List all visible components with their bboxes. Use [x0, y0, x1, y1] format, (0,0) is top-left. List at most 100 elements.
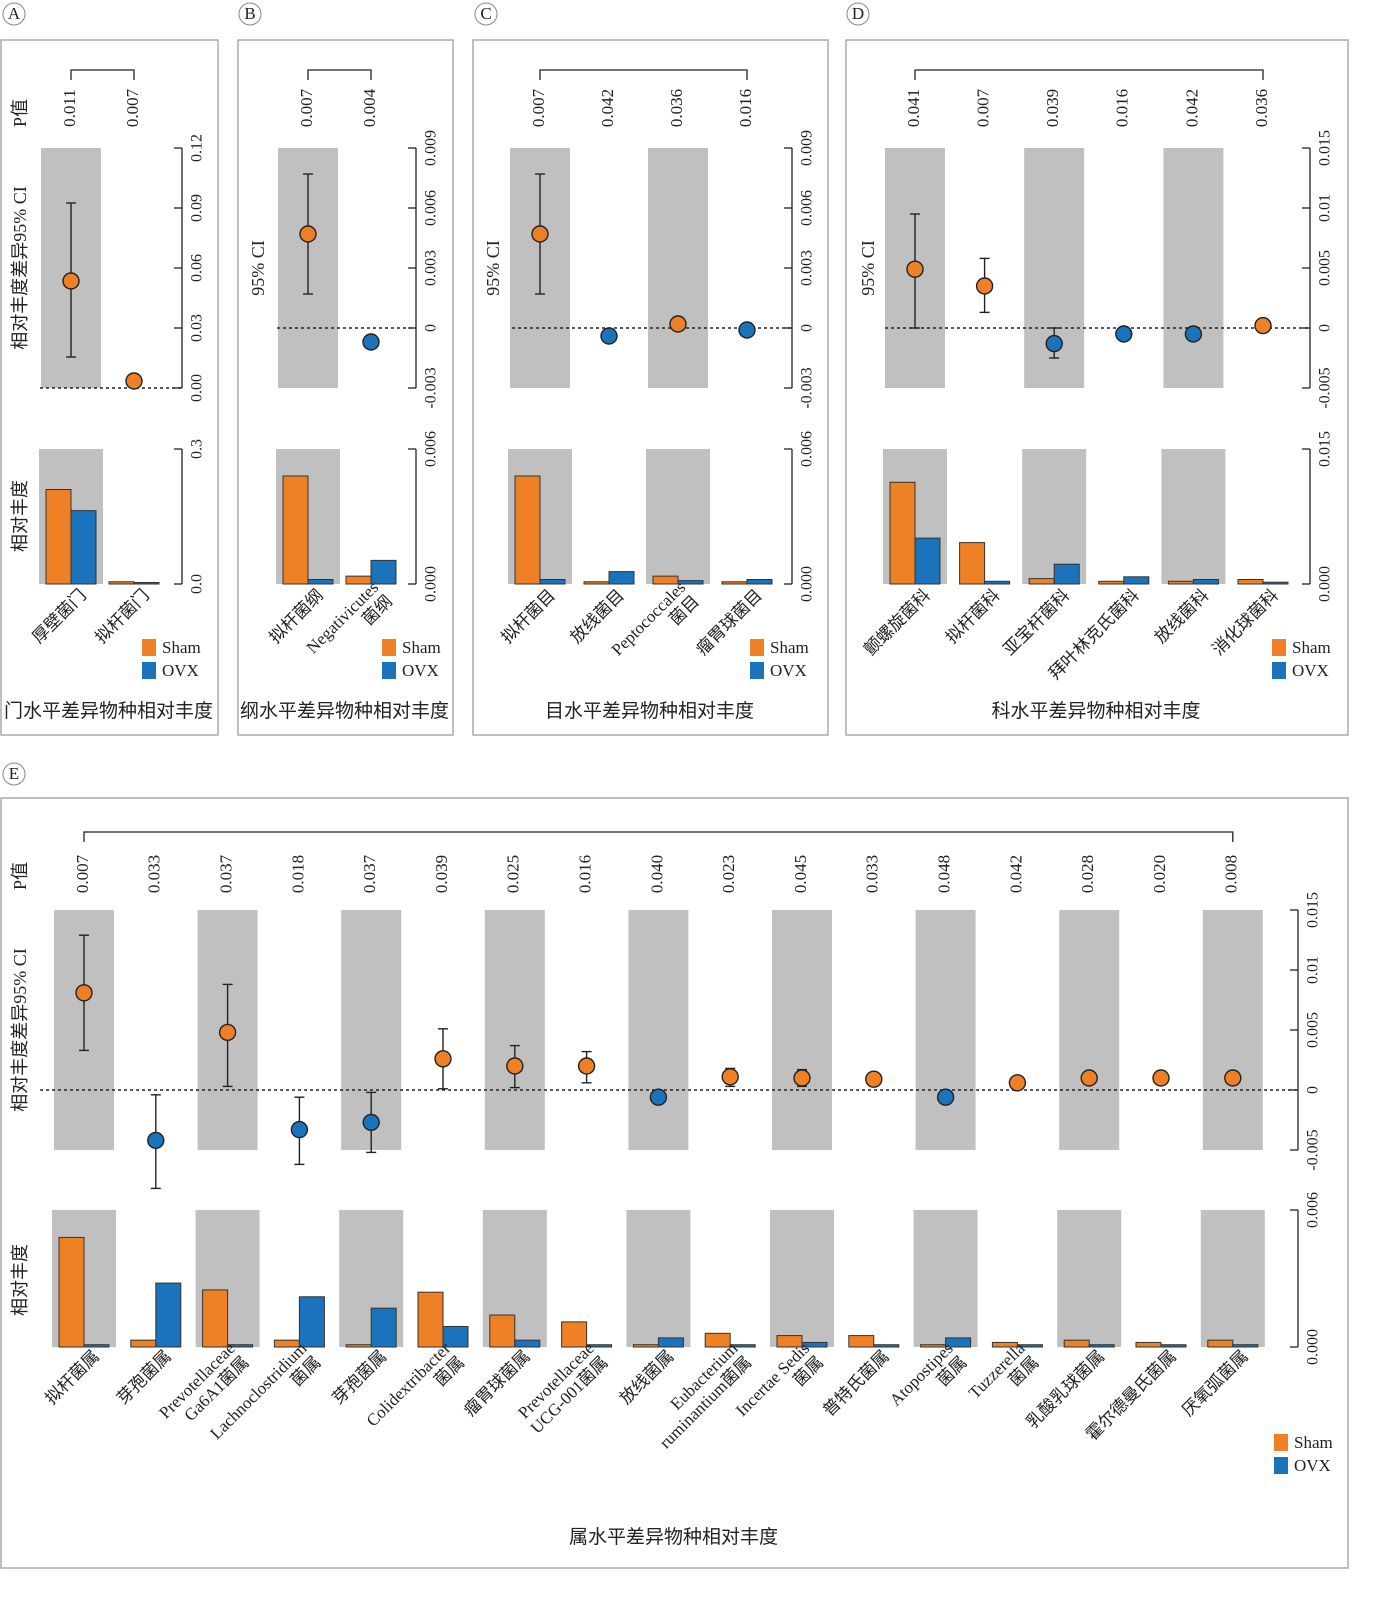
category-label: 消化球菌科	[1208, 586, 1282, 660]
ci-point	[1045, 334, 1063, 353]
ci-tick-label: 0.01	[1317, 194, 1334, 222]
bar-ovx	[586, 1344, 613, 1348]
ci-shade-band	[628, 910, 689, 1150]
legend: Sham OVX	[382, 638, 441, 680]
abund-shade-band	[626, 1210, 691, 1347]
p-value: 0.042	[1006, 855, 1025, 893]
bar-ovx	[298, 1296, 325, 1348]
legend: Sham OVX	[1272, 638, 1331, 680]
panel-frame	[0, 797, 1349, 1569]
p-value: 0.040	[647, 855, 666, 893]
category-label-part: 拟杆菌门	[92, 586, 154, 648]
ci-axis-label: 相对丰度差异95% CI	[10, 186, 30, 350]
p-value: 0.007	[73, 854, 92, 893]
ci-shade-band	[648, 148, 708, 388]
bar-ovx	[873, 1344, 900, 1348]
category-label-part: 拟杆菌属	[42, 1347, 104, 1409]
abund-tick-label: 0.000	[799, 566, 816, 602]
p-value: 0.037	[217, 854, 236, 893]
category-label: Incertae Sedis菌属	[732, 1339, 827, 1434]
p-value: 0.033	[145, 855, 164, 893]
bar-sham	[489, 1314, 516, 1348]
category-label: 厚壁菌门	[29, 586, 91, 648]
bar-sham	[345, 1344, 372, 1348]
category-label-part: 普特氏菌属	[819, 1347, 893, 1421]
bar-ovx	[155, 1282, 182, 1348]
category-label-part: 颤螺旋菌科	[860, 586, 934, 660]
bar-sham	[959, 542, 986, 585]
legend-label-sham: Sham	[402, 638, 441, 657]
p-axis-label: P值	[10, 99, 30, 127]
panel-title: 科水平差异物种相对丰度	[991, 700, 1200, 722]
legend-swatch-ovx	[1274, 1457, 1288, 1474]
panel-letter: A	[8, 4, 21, 23]
panel-E: E 0.007 0.033 0.037 0.018 0.037 0.039 0.025 0.01…	[0, 762, 1349, 1569]
ci-shade-band	[1202, 910, 1263, 1150]
bar-sham	[202, 1289, 229, 1348]
bar-ovx	[539, 579, 566, 585]
legend: Sham OVX	[1274, 1433, 1333, 1475]
bar-ovx	[370, 559, 397, 585]
ci-tick-label: 0.003	[423, 250, 440, 286]
abund-axis-label: 相对丰度	[10, 480, 30, 552]
abund-shade-band	[913, 1210, 978, 1347]
category-label-part: 拟杆菌科	[942, 586, 1004, 648]
bar-ovx	[729, 1344, 756, 1348]
abund-tick-label: 0.0	[189, 574, 206, 594]
category-label-part: 厌氧弧菌属	[1178, 1347, 1252, 1421]
legend-label-sham: Sham	[162, 638, 201, 657]
panel-title: 目水平差异物种相对丰度	[545, 700, 754, 722]
bar-sham	[632, 1344, 659, 1348]
ci-axis-label: 95% CI	[858, 240, 878, 296]
category-label-part: 消化球菌科	[1208, 586, 1282, 660]
p-bracket	[539, 69, 748, 80]
p-value: 0.028	[1078, 855, 1097, 893]
bar-ovx	[1088, 1344, 1115, 1348]
ci-tick-label: -0.003	[799, 367, 816, 408]
ci-tick-label: 0.006	[799, 190, 816, 226]
p-value: 0.011	[60, 89, 79, 127]
ci-point	[1152, 1069, 1170, 1087]
ci-tick-label: 0.12	[189, 134, 206, 162]
ci-axis-label: 相对丰度差异95% CI	[10, 948, 30, 1112]
bar-ovx	[1160, 1344, 1187, 1348]
ci-point	[531, 225, 549, 243]
p-value: 0.023	[719, 855, 738, 893]
legend-label-ovx: OVX	[402, 661, 439, 680]
bar-ovx	[801, 1341, 828, 1348]
ci-tick-label: 0.01	[1305, 956, 1322, 984]
bar-sham	[583, 581, 610, 585]
ci-point	[299, 225, 317, 243]
panel-D: D 0.041 0.007 0.039 0.016 0.042 0.036 -0.005 0 0.…	[845, 2, 1349, 736]
bar-sham	[561, 1321, 588, 1348]
legend-swatch-ovx	[142, 662, 156, 679]
abund-axis-label: 相对丰度	[10, 1244, 30, 1316]
p-value: 0.041	[904, 89, 923, 127]
bar-sham	[1135, 1341, 1162, 1348]
category-label: Peptococcales菌目	[608, 578, 703, 673]
legend-label-sham: Sham	[770, 638, 809, 657]
bar-sham	[848, 1335, 875, 1348]
bar-sham	[417, 1291, 444, 1348]
panel-letter-circle	[2, 762, 26, 786]
ci-point	[290, 1120, 309, 1139]
category-label-part: 放线菌科	[1151, 586, 1213, 648]
ci-point	[1080, 1069, 1098, 1087]
ci-point	[362, 1113, 380, 1132]
ci-point	[362, 333, 380, 351]
abund-tick-label: 0.006	[799, 431, 816, 467]
p-value: 0.018	[288, 855, 307, 893]
ci-point	[75, 984, 93, 1002]
panel-title: 属水平差异物种相对丰度	[569, 1526, 778, 1548]
p-value: 0.016	[1113, 89, 1132, 127]
ci-tick-label: 0.006	[423, 190, 440, 226]
abund-tick-label: 0.000	[1305, 1329, 1322, 1365]
ci-point	[865, 1070, 883, 1088]
ci-tick-label: 0	[423, 324, 440, 332]
panel-frame	[0, 39, 219, 736]
bar-ovx	[1016, 1344, 1043, 1348]
p-value: 0.042	[1182, 89, 1201, 127]
category-label: Atopostipes菌属	[886, 1339, 971, 1424]
p-value: 0.039	[1043, 89, 1062, 127]
